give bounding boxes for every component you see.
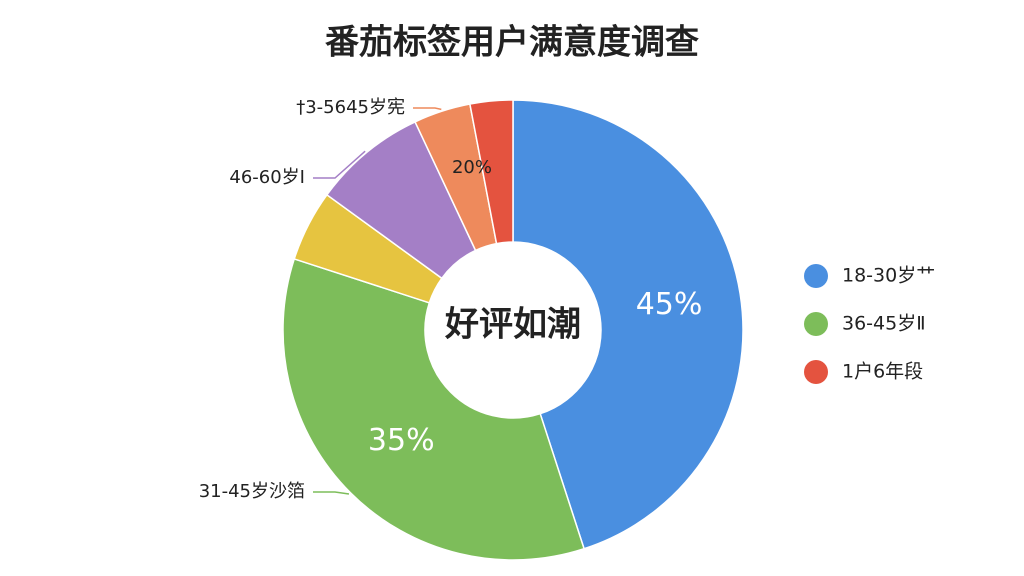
center-text: 好评如潮: [444, 305, 581, 345]
leader-line: [413, 107, 442, 111]
value-label: 45%: [636, 287, 703, 322]
annotation: 20%: [452, 157, 492, 178]
legend-marker: [804, 312, 828, 336]
slice: [282, 257, 586, 561]
slice-label: 31-45岁沙箔: [199, 481, 305, 502]
leader-line: [313, 150, 366, 179]
legend-label: 18-30岁艹: [842, 265, 935, 287]
legend-label: 1户6年段: [842, 361, 923, 383]
slice: [512, 99, 744, 550]
leader-line: [313, 491, 350, 495]
chart-title: 番茄标签用户满意度调查: [325, 23, 699, 63]
legend-marker: [804, 360, 828, 384]
value-label: 35%: [368, 423, 435, 458]
legend-label: 36-45岁Ⅱ: [842, 313, 926, 335]
slice: [469, 99, 514, 245]
slice-label: †3-5645岁宪: [296, 97, 405, 118]
legend-marker: [804, 264, 828, 288]
slice-label: 46-60岁Ⅰ: [229, 167, 305, 188]
